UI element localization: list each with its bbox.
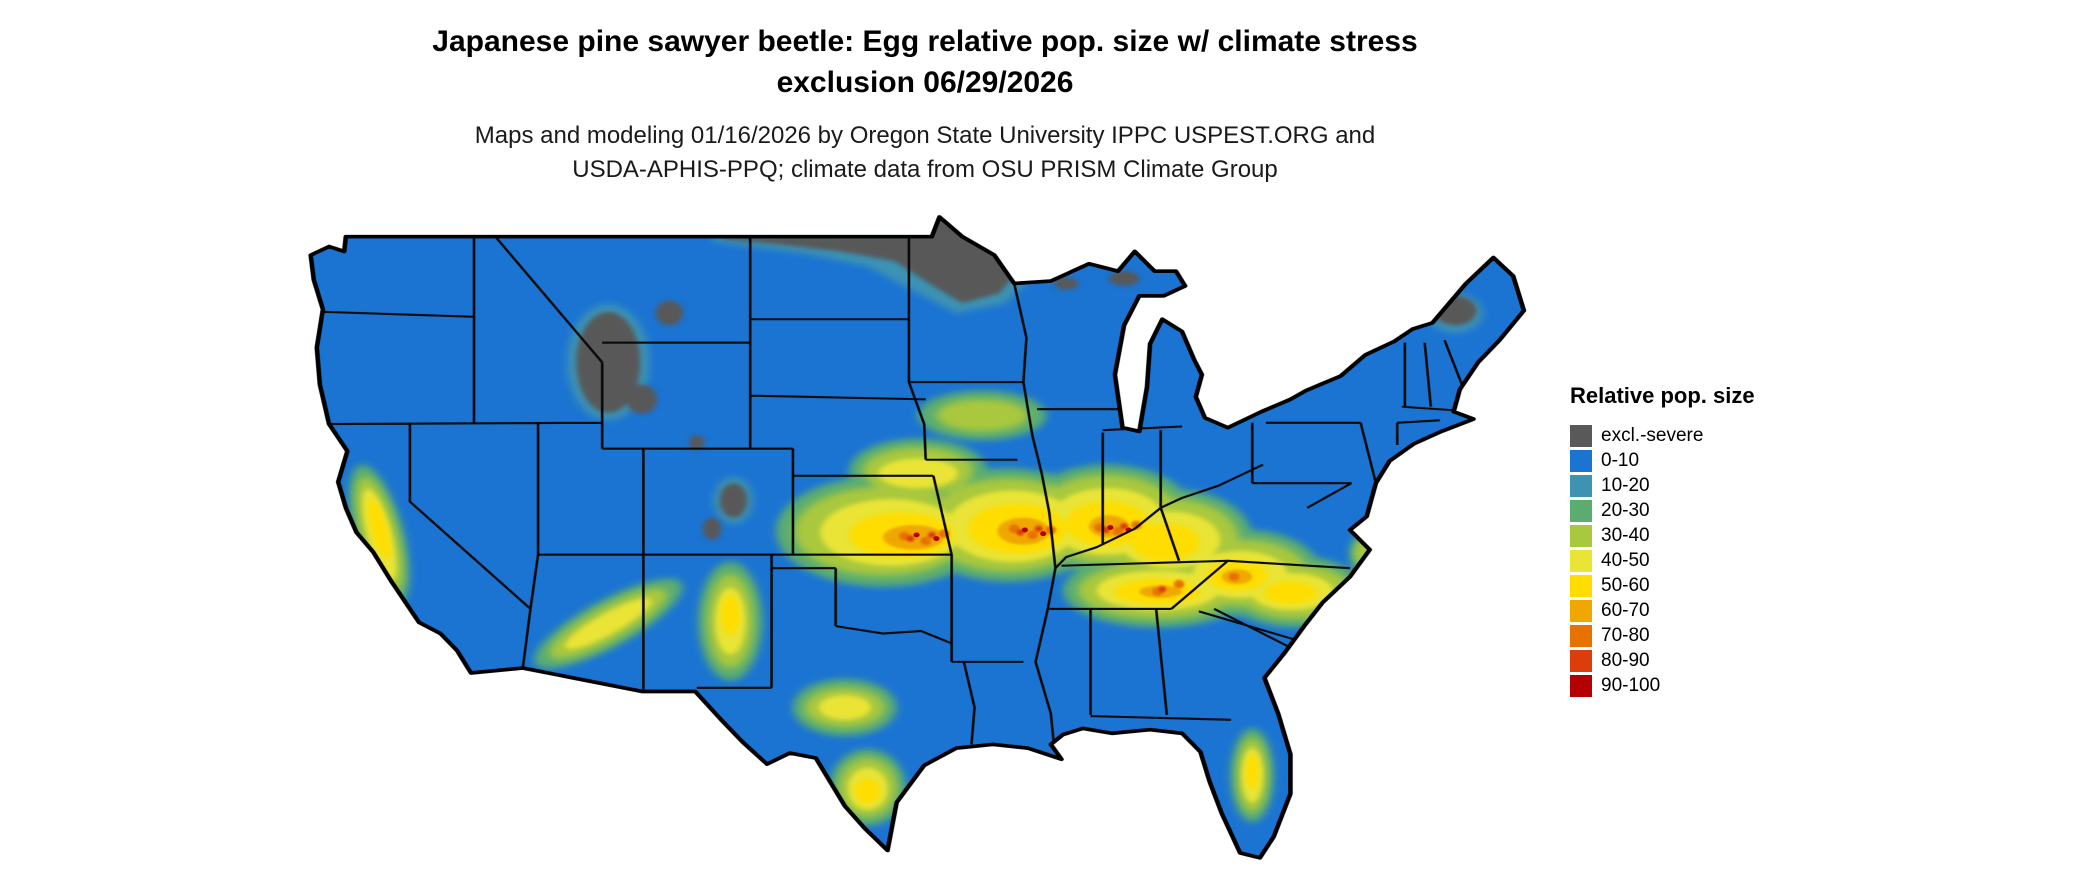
legend-item: 20-30	[1570, 498, 1755, 523]
legend-label: 40-50	[1601, 549, 1650, 571]
legend-swatch	[1570, 499, 1592, 522]
us-outline	[308, 215, 1527, 860]
legend-swatch	[1570, 574, 1592, 597]
legend-title: Relative pop. size	[1570, 383, 1755, 408]
legend-label: 0-10	[1601, 449, 1640, 471]
legend-label: 70-80	[1601, 624, 1650, 646]
legend-swatch	[1570, 599, 1592, 622]
legend-swatch	[1570, 474, 1592, 497]
legend-swatch	[1570, 449, 1592, 472]
legend-label: excl.-severe	[1601, 424, 1704, 446]
us-map	[300, 212, 1530, 880]
legend-label: 60-70	[1601, 599, 1650, 621]
legend-item: 50-60	[1570, 573, 1755, 598]
legend-item: 30-40	[1570, 523, 1755, 548]
map-header: Japanese pine sawyer beetle: Egg relativ…	[260, 22, 1590, 186]
legend-label: 20-30	[1601, 499, 1650, 521]
legend-item: 60-70	[1570, 598, 1755, 623]
layer-90-100	[913, 525, 1132, 542]
legend-label: 50-60	[1601, 574, 1650, 596]
legend-item: 80-90	[1570, 648, 1755, 673]
legend-item: 90-100	[1570, 673, 1755, 698]
us-map-svg	[308, 215, 1527, 860]
legend-item: 70-80	[1570, 623, 1755, 648]
legend-swatch	[1570, 624, 1592, 647]
legend-label: 10-20	[1601, 474, 1650, 496]
legend-label: 90-100	[1601, 674, 1661, 696]
legend-swatch	[1570, 549, 1592, 572]
legend-swatch	[1570, 649, 1592, 672]
legend-label: 30-40	[1601, 524, 1650, 546]
legend: Relative pop. size excl.-severe 0-10 10-…	[1570, 383, 1755, 698]
legend-swatch	[1570, 524, 1592, 547]
legend-item: 0-10	[1570, 448, 1755, 473]
page-subtitle: Maps and modeling 01/16/2026 by Oregon S…	[474, 122, 1376, 183]
legend-swatch	[1570, 674, 1592, 697]
legend-item: 40-50	[1570, 548, 1755, 573]
state-borders	[322, 236, 1465, 745]
legend-item: excl.-severe	[1570, 423, 1755, 448]
legend-swatch	[1570, 424, 1592, 447]
legend-item: 10-20	[1570, 473, 1755, 498]
legend-label: 80-90	[1601, 649, 1650, 671]
page-title: Japanese pine sawyer beetle: Egg relativ…	[432, 25, 1418, 99]
